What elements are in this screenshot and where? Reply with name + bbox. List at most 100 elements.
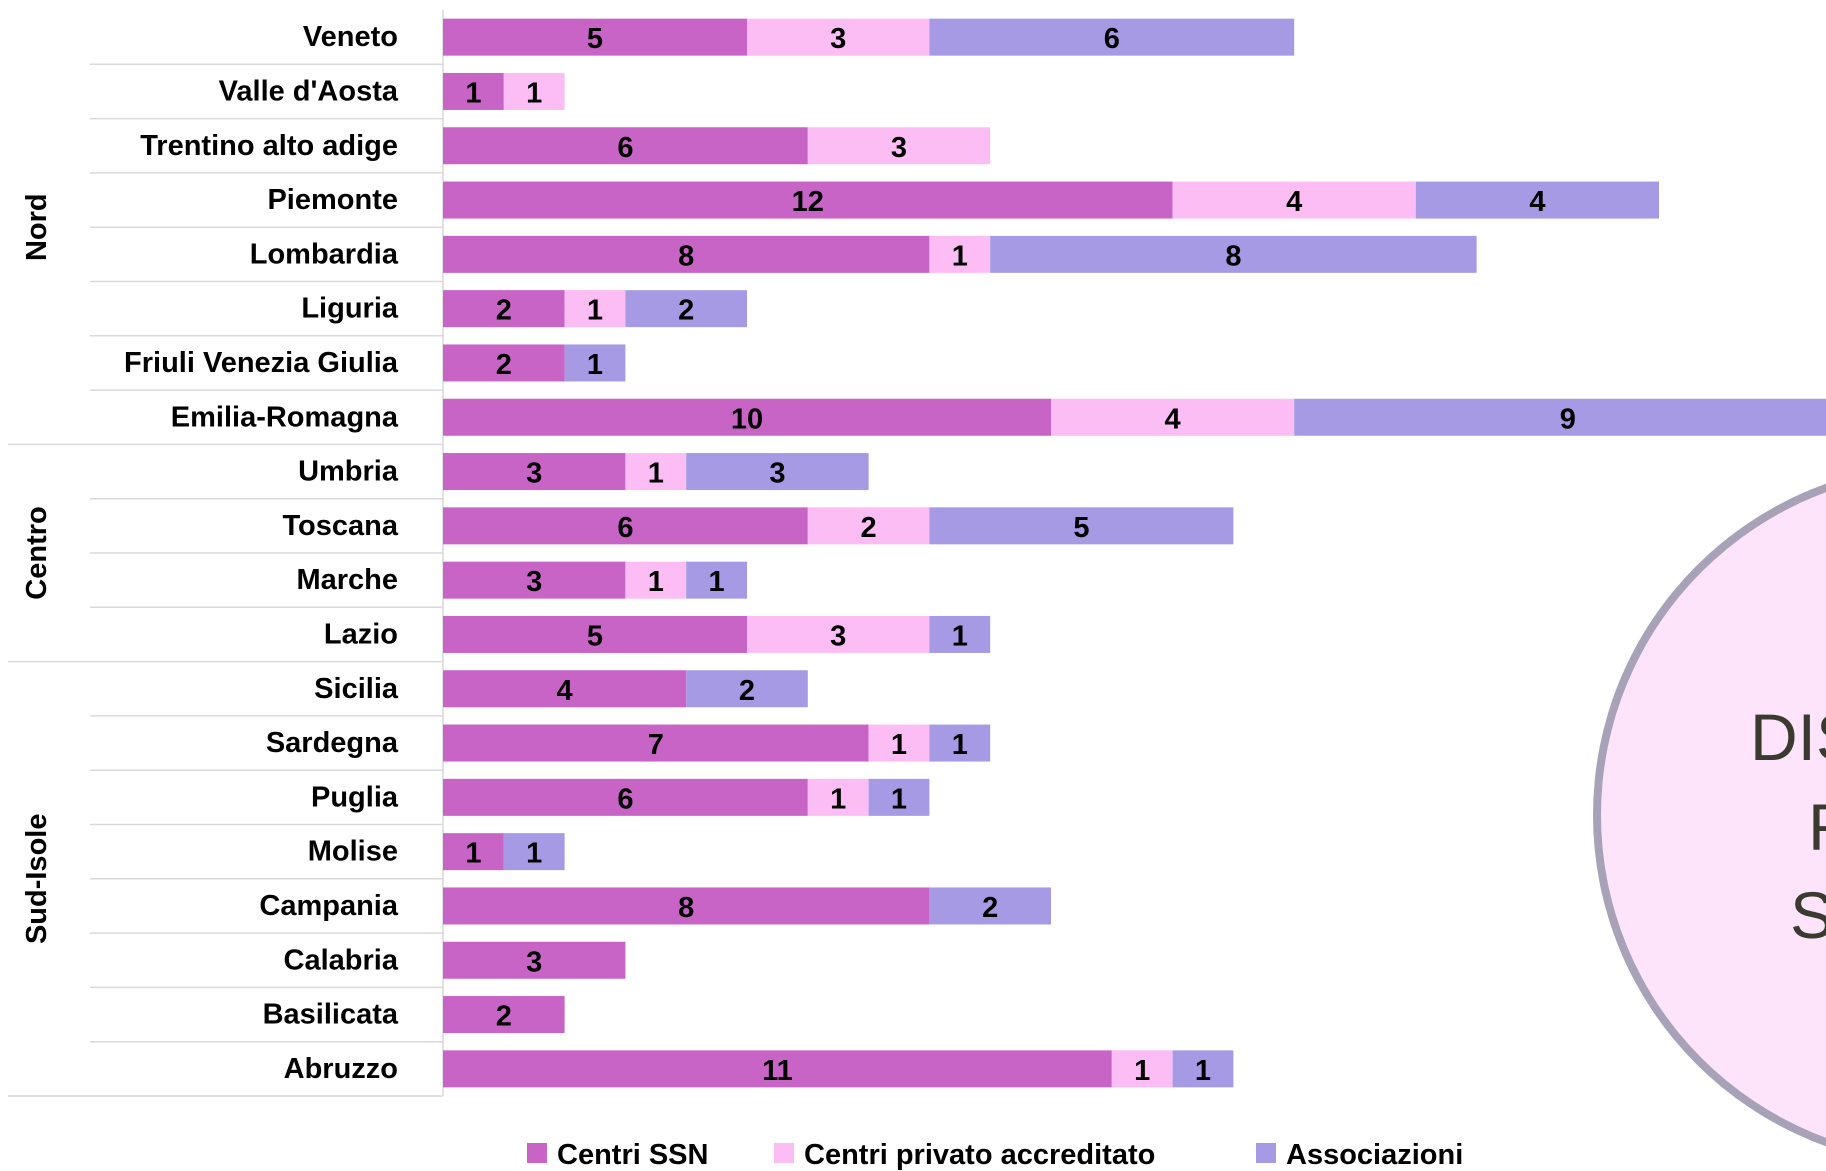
category-label-abruzzo: Abruzzo bbox=[284, 1053, 398, 1085]
bar-lazio-centri-privato-accreditato bbox=[747, 615, 930, 653]
data-label-toscana-centri-privato-accreditato: 2 bbox=[861, 512, 877, 544]
bar-molise-centri-ssn bbox=[443, 833, 504, 871]
data-label-umbria-associazioni: 3 bbox=[769, 458, 785, 490]
bar-molise-associazioni bbox=[503, 833, 565, 871]
bars: 5 3 61 16 312 4 48 1 82 1 22 110 4 93 1 36 2 53 1 15 3 14 27 1 1… bbox=[443, 18, 1826, 1088]
data-label-sardegna-centri-ssn: 7 bbox=[648, 729, 664, 761]
data-label-sicilia-centri-ssn: 4 bbox=[557, 675, 573, 707]
data-label-abruzzo-associazioni: 1 bbox=[1195, 1055, 1211, 1087]
bar-puglia-centri-ssn bbox=[443, 778, 808, 816]
group-label-centro: Centro bbox=[21, 506, 53, 599]
data-label-lombardia-associazioni: 8 bbox=[1225, 240, 1241, 272]
data-label-marche-centri-ssn: 3 bbox=[526, 566, 542, 598]
bar-puglia-centri-privato-accreditato bbox=[807, 778, 869, 816]
category-label-basilicata: Basilicata bbox=[263, 999, 399, 1031]
bar-emilia-romagna-centri-privato-accreditato bbox=[1051, 398, 1295, 436]
data-label-marche-associazioni: 1 bbox=[709, 566, 725, 598]
bar-friuli-venezia-giulia-associazioni bbox=[564, 344, 626, 382]
data-label-lazio-centri-ssn: 5 bbox=[587, 620, 603, 652]
overlay-circle: DIS RS bbox=[1593, 483, 1826, 1147]
data-label-trentino-alto-adige-centri-ssn: 6 bbox=[617, 132, 633, 164]
bar-sardegna-centri-ssn bbox=[443, 724, 869, 762]
legend-swatch-associazioni bbox=[1256, 1143, 1276, 1163]
category-label-umbria: Umbria bbox=[298, 456, 399, 488]
row-grid bbox=[8, 10, 444, 1097]
bar-abruzzo-centri-privato-accreditato bbox=[1111, 1050, 1173, 1088]
bar-emilia-romagna-centri-ssn bbox=[443, 398, 1051, 436]
category-label-lazio: Lazio bbox=[324, 618, 398, 650]
legend-label-associazioni: Associazioni bbox=[1286, 1139, 1463, 1171]
bar-marche-centri-privato-accreditato bbox=[625, 561, 687, 599]
data-label-abruzzo-centri-ssn: 11 bbox=[762, 1055, 793, 1087]
legend: Centri SSN Centri privato accreditato Asso… bbox=[527, 1139, 1463, 1171]
data-label-campania-centri-ssn: 8 bbox=[678, 892, 694, 924]
data-label-sardegna-associazioni: 1 bbox=[952, 729, 968, 761]
bar-calabria-centri-ssn bbox=[443, 941, 626, 979]
data-label-abruzzo-centri-privato-accreditato: 1 bbox=[1134, 1055, 1150, 1087]
bar-piemonte-centri-ssn bbox=[443, 181, 1173, 219]
category-label-marche: Marche bbox=[296, 564, 398, 596]
bar-emilia-romagna-associazioni bbox=[1294, 398, 1826, 436]
bar-campania-centri-ssn bbox=[443, 887, 930, 925]
bar-abruzzo-centri-ssn bbox=[443, 1050, 1112, 1088]
bar-toscana-centri-privato-accreditato bbox=[807, 507, 930, 545]
data-label-liguria-centri-ssn: 2 bbox=[496, 295, 512, 327]
bar-abruzzo-associazioni bbox=[1172, 1050, 1234, 1088]
data-label-lazio-associazioni: 1 bbox=[952, 620, 968, 652]
data-label-sardegna-centri-privato-accreditato: 1 bbox=[891, 729, 907, 761]
category-label-lombardia: Lombardia bbox=[250, 238, 399, 270]
data-label-basilicata-centri-ssn: 2 bbox=[496, 1001, 512, 1033]
bar-campania-associazioni bbox=[929, 887, 1051, 925]
bar-toscana-associazioni bbox=[929, 507, 1234, 545]
bar-piemonte-associazioni bbox=[1415, 181, 1659, 219]
bar-sicilia-associazioni bbox=[686, 670, 808, 708]
bar-trentino-alto-adige-centri-privato-accreditato bbox=[807, 127, 991, 165]
data-label-campania-associazioni: 2 bbox=[982, 892, 998, 924]
bar-trentino-alto-adige-centri-ssn bbox=[443, 127, 808, 165]
bar-valle-d-aosta-centri-ssn bbox=[443, 72, 504, 110]
category-label-emilia-romagna: Emilia-Romagna bbox=[171, 401, 399, 433]
legend-swatch-centri-privato-accreditato bbox=[774, 1143, 794, 1163]
bar-lombardia-centri-privato-accreditato bbox=[929, 235, 991, 273]
category-label-liguria: Liguria bbox=[301, 293, 399, 325]
bar-valle-d-aosta-centri-privato-accreditato bbox=[503, 72, 565, 110]
category-label-veneto: Veneto bbox=[303, 21, 398, 53]
bar-lombardia-centri-ssn bbox=[443, 235, 930, 273]
category-label-calabria: Calabria bbox=[284, 944, 399, 976]
bar-umbria-centri-privato-accreditato bbox=[625, 453, 687, 491]
overlay-text-line-2: R bbox=[1808, 790, 1826, 864]
bar-marche-centri-ssn bbox=[443, 561, 626, 599]
data-label-emilia-romagna-centri-ssn: 10 bbox=[731, 403, 763, 435]
legend-swatch-centri-ssn bbox=[527, 1143, 547, 1163]
data-label-puglia-centri-ssn: 6 bbox=[617, 783, 633, 815]
category-label-campania: Campania bbox=[259, 890, 398, 922]
overlay-text-line-1: DIS bbox=[1750, 700, 1826, 774]
category-label-piemonte: Piemonte bbox=[267, 184, 398, 216]
data-label-umbria-centri-ssn: 3 bbox=[526, 458, 542, 490]
bar-umbria-associazioni bbox=[686, 453, 869, 491]
data-label-emilia-romagna-centri-privato-accreditato: 4 bbox=[1165, 403, 1181, 435]
overlay-text-line-3: S bbox=[1790, 878, 1826, 952]
bar-basilicata-centri-ssn bbox=[443, 996, 565, 1034]
category-label-puglia: Puglia bbox=[311, 781, 399, 813]
bar-toscana-centri-ssn bbox=[443, 507, 808, 545]
data-label-trentino-alto-adige-centri-privato-accreditato: 3 bbox=[891, 132, 907, 164]
data-label-puglia-centri-privato-accreditato: 1 bbox=[830, 783, 846, 815]
category-label-toscana: Toscana bbox=[282, 510, 398, 542]
data-label-umbria-centri-privato-accreditato: 1 bbox=[648, 458, 664, 490]
data-label-liguria-associazioni: 2 bbox=[678, 295, 694, 327]
bar-lazio-associazioni bbox=[929, 615, 991, 653]
data-label-veneto-centri-ssn: 5 bbox=[587, 23, 603, 55]
bar-piemonte-centri-privato-accreditato bbox=[1172, 181, 1416, 219]
data-label-marche-centri-privato-accreditato: 1 bbox=[648, 566, 664, 598]
bar-lombardia-associazioni bbox=[990, 235, 1477, 273]
bar-friuli-venezia-giulia-centri-ssn bbox=[443, 344, 565, 382]
bar-sardegna-centri-privato-accreditato bbox=[868, 724, 930, 762]
category-label-friuli-venezia-giulia: Friuli Venezia Giulia bbox=[124, 347, 399, 379]
overlay-circle-fill bbox=[1601, 492, 1826, 1138]
category-label-trentino-alto-adige: Trentino alto adige bbox=[140, 130, 398, 162]
data-label-veneto-centri-privato-accreditato: 3 bbox=[830, 23, 846, 55]
data-label-piemonte-centri-ssn: 12 bbox=[792, 186, 824, 218]
bar-umbria-centri-ssn bbox=[443, 453, 626, 491]
category-label-valle-d-aosta: Valle d'Aosta bbox=[219, 75, 399, 107]
